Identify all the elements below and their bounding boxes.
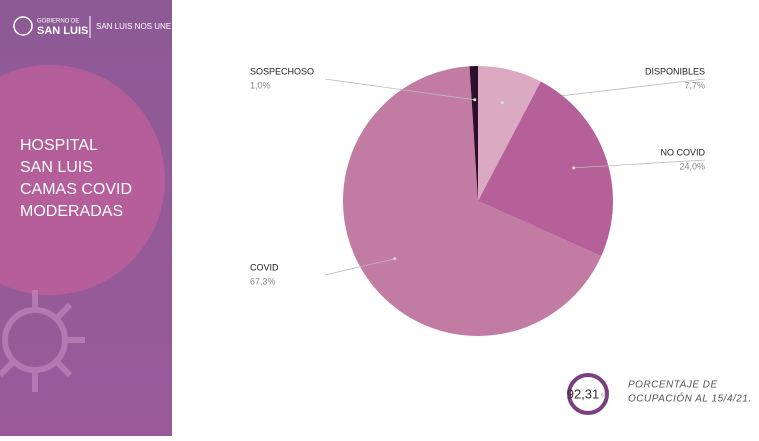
leader-line	[324, 78, 475, 101]
slice-label: DISPONIBLES	[645, 66, 705, 76]
panel-title: HOSPITAL SAN LUIS CAMAS COVID MODERADAS	[20, 137, 132, 220]
pie-chart: DISPONIBLES 7,7% NO COVID 24,0% COVID 67,3% SO…	[250, 66, 705, 336]
logo-main: SAN LUIS	[37, 25, 88, 37]
panel-title-line: CAMAS COVID	[20, 181, 132, 198]
slogan: SAN LUIS NOS UNE	[96, 22, 171, 31]
occupancy-ring	[567, 373, 609, 415]
pie-slice	[343, 66, 602, 336]
panel-title-line: HOSPITAL	[20, 137, 98, 154]
leader-dot	[473, 98, 477, 102]
pie-slice	[478, 81, 613, 257]
virus-icon	[0, 290, 85, 392]
leader-dot	[572, 166, 576, 170]
leader-dot	[500, 101, 504, 105]
slice-label: COVID	[250, 262, 279, 272]
leader-line	[573, 159, 706, 169]
panel-title-line: MODERADAS	[20, 203, 123, 220]
slice-label: SOSPECHOSO	[250, 66, 314, 76]
occupancy-value: 92,31	[567, 386, 600, 401]
logo-emblem	[13, 16, 33, 36]
logo-top: GOBIERNO DE	[37, 19, 79, 25]
panel-title-line: SAN LUIS	[20, 159, 93, 176]
slice-value: 24,0%	[679, 161, 705, 171]
slice-value: 7,7%	[684, 80, 705, 90]
leader-dot	[393, 257, 397, 261]
occupancy-unit: %	[601, 394, 607, 400]
slice-label: NO COVID	[660, 147, 705, 157]
slice-value: 1,0%	[250, 80, 271, 90]
slice-value: 67,3%	[250, 276, 276, 286]
panel-circle	[0, 65, 165, 295]
occupancy-caption: PORCENTAJE DE	[628, 380, 718, 391]
occupancy-caption: OCUPACIÓN AL 15/4/21.	[628, 392, 752, 405]
leader-line	[324, 258, 395, 276]
